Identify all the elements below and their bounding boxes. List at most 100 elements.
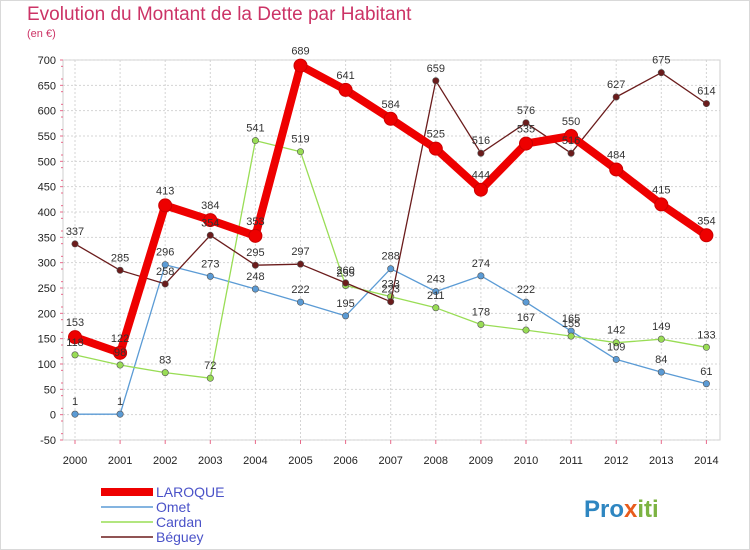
x-tick-label: 2004 [243,455,267,467]
data-point-béguey [71,240,79,248]
data-label-laroque: 413 [156,185,174,197]
axes: -50 0 50 100 150 200 250 300 350 400 450 500 550 600 6… [38,55,719,467]
data-label-laroque: 384 [201,200,219,212]
data-labels: 1 1 296 273 248 222 195 288 243 274 222 165 109 84 61 1… [66,46,716,409]
data-point-béguey [116,266,124,274]
data-label-béguey: 516 [472,135,490,147]
data-label-omet: 1 [117,396,123,408]
grid [62,59,721,441]
data-point-cardan [612,339,620,347]
y-tick-label: 50 [44,384,56,396]
data-point-cardan [702,343,710,351]
data-point-omet [657,368,665,376]
data-point-béguey [206,231,214,239]
data-point-laroque [158,198,173,213]
chart-subtitle: (en €) [27,28,56,40]
data-label-omet: 243 [427,274,445,286]
y-tick-label: 0 [50,410,56,422]
data-point-cardan [432,304,440,312]
data-point-béguey [522,119,530,127]
data-point-laroque [338,82,353,97]
data-label-béguey: 614 [697,86,715,98]
x-tick-label: 2005 [288,455,312,467]
data-point-omet [251,285,259,293]
data-point-béguey [702,100,710,108]
data-point-béguey [161,280,169,288]
data-point-béguey [657,69,665,77]
data-label-laroque: 525 [427,129,445,141]
data-label-omet: 1 [72,396,78,408]
y-tick-label: 500 [38,156,56,168]
data-label-laroque: 444 [472,170,490,182]
data-point-béguey [342,279,350,287]
data-label-béguey: 295 [246,247,264,259]
data-point-laroque [383,111,398,126]
x-tick-label: 2001 [108,455,132,467]
data-label-laroque: 535 [517,124,535,136]
data-point-omet [702,380,710,388]
data-point-béguey [432,77,440,85]
data-point-béguey [612,93,620,101]
y-tick-label: 200 [38,308,56,320]
data-label-omet: 222 [291,284,309,296]
x-tick-label: 2000 [63,455,87,467]
x-tick-label: 2002 [153,455,177,467]
y-tick-label: 700 [38,55,56,67]
data-label-cardan: 72 [204,360,216,372]
logo-text: Proxiti [584,496,659,523]
data-label-cardan: 142 [607,325,625,337]
data-point-omet [342,312,350,320]
data-label-cardan: 255 [336,267,354,279]
logo-part: Pro [584,496,624,523]
y-tick-label: 350 [38,232,56,244]
data-label-béguey: 659 [427,63,445,75]
data-point-cardan [206,374,214,382]
legend-label-cardan: Cardan [156,514,202,530]
x-tick-label: 2007 [378,455,402,467]
data-label-cardan: 155 [562,318,580,330]
data-point-laroque [609,162,624,177]
y-tick-label: 450 [38,182,56,194]
data-point-béguey [567,149,575,157]
logo-part: x [624,496,638,523]
data-label-omet: 222 [517,284,535,296]
data-label-cardan: 233 [382,279,400,291]
y-tick-label: 150 [38,334,56,346]
data-label-omet: 195 [336,298,354,310]
y-tick-label: 650 [38,80,56,92]
data-point-béguey [387,298,395,306]
data-point-laroque [564,129,579,143]
data-point-omet [387,265,395,273]
x-tick-label: 2008 [424,455,448,467]
data-point-cardan [116,361,124,369]
data-label-cardan: 118 [66,337,84,349]
data-label-omet: 288 [382,251,400,263]
data-label-cardan: 167 [517,312,535,324]
data-label-laroque: 415 [652,184,670,196]
chart-title: Evolution du Montant de la Dette par Hab… [27,4,412,25]
data-label-cardan: 178 [472,306,490,318]
data-label-laroque: 689 [291,46,309,58]
logo-part: iti [637,496,658,523]
data-label-laroque: 354 [697,215,715,227]
data-label-laroque: 550 [562,116,580,128]
x-tick-label: 2012 [604,455,628,467]
data-point-laroque [699,228,714,243]
data-label-béguey: 223 [382,284,400,296]
proxiti-logo: Proxiti [584,496,659,523]
x-tick-label: 2006 [333,455,357,467]
x-tick-label: 2013 [649,455,673,467]
data-point-omet [477,272,485,280]
data-label-omet: 61 [700,366,712,378]
data-point-cardan [567,332,575,340]
data-label-laroque: 353 [246,216,264,228]
data-point-omet [206,272,214,280]
data-label-laroque: 584 [382,99,400,111]
data-label-cardan: 133 [697,329,715,341]
data-point-omet [116,410,124,418]
x-tick-label: 2009 [469,455,493,467]
data-label-laroque: 153 [66,317,84,329]
data-label-béguey: 258 [156,266,174,278]
data-label-béguey: 576 [517,105,535,117]
data-point-cardan [657,335,665,343]
